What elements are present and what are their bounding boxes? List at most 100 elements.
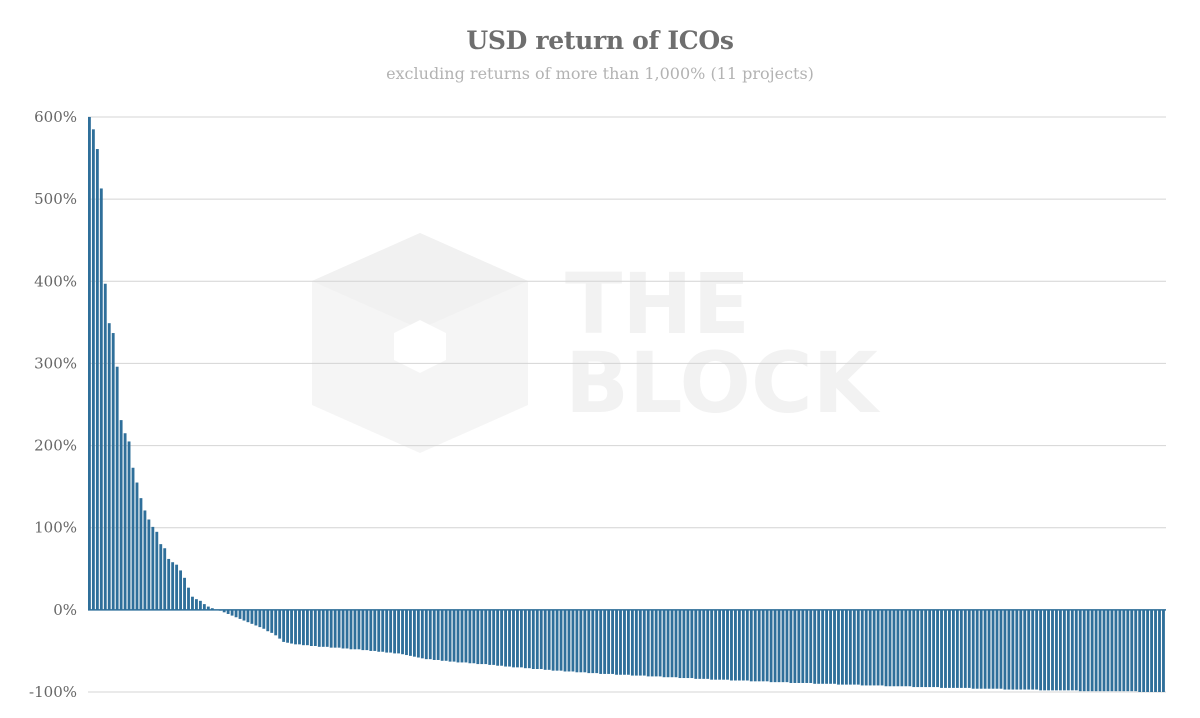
bar — [1019, 609, 1023, 690]
bar — [726, 609, 729, 680]
bar — [936, 609, 939, 688]
bar — [1015, 609, 1019, 690]
bar — [888, 609, 892, 687]
bar — [365, 609, 369, 651]
bar — [686, 609, 690, 679]
bar — [1110, 609, 1114, 692]
bar — [1094, 609, 1098, 692]
chart-title: USD return of ICOs — [466, 26, 734, 55]
bar — [868, 609, 872, 686]
bar — [448, 609, 452, 662]
bar — [1150, 609, 1153, 692]
bar — [761, 609, 765, 682]
bar — [523, 609, 527, 669]
bar — [829, 609, 832, 684]
chart-subtitle: excluding returns of more than 1,000% (1… — [386, 64, 814, 83]
bar — [646, 609, 650, 677]
bar — [151, 526, 155, 610]
bar — [769, 609, 773, 683]
bar — [666, 609, 670, 678]
bar — [749, 609, 753, 682]
bar — [1162, 609, 1165, 692]
bar — [583, 609, 587, 673]
bar — [179, 570, 182, 610]
bar — [1130, 609, 1134, 692]
bar — [1142, 609, 1146, 692]
bar — [627, 609, 630, 675]
bar — [278, 609, 282, 639]
bar — [377, 609, 381, 652]
bar — [436, 609, 440, 660]
bar — [155, 531, 159, 610]
bar — [452, 609, 456, 662]
bar — [508, 609, 511, 667]
bar — [202, 604, 206, 610]
bar — [543, 609, 547, 670]
bar — [1003, 609, 1007, 690]
bar — [706, 609, 710, 679]
bar — [512, 609, 515, 668]
bar — [920, 609, 924, 688]
bar — [654, 609, 658, 677]
bar — [591, 609, 595, 674]
bar — [333, 609, 337, 648]
bar — [999, 609, 1003, 689]
bar — [341, 609, 345, 649]
bar — [325, 609, 329, 647]
bar — [880, 609, 884, 686]
bar — [856, 609, 860, 685]
bar — [191, 596, 194, 610]
bar — [630, 609, 634, 676]
bar — [908, 609, 912, 687]
bar — [496, 609, 500, 666]
bar — [357, 609, 361, 650]
bar — [206, 606, 210, 610]
bar — [745, 609, 749, 681]
bar — [492, 609, 496, 665]
bar — [983, 609, 987, 689]
bar — [95, 149, 99, 610]
bar — [91, 129, 95, 610]
bar — [718, 609, 721, 680]
bar — [1007, 609, 1011, 690]
bar — [734, 609, 737, 681]
bar — [135, 482, 139, 610]
bar — [904, 609, 908, 687]
bar — [313, 609, 317, 646]
bar — [516, 609, 519, 668]
bar — [1134, 609, 1138, 692]
bar — [468, 609, 472, 664]
bar — [884, 609, 888, 687]
bar — [274, 609, 278, 636]
bar — [662, 609, 666, 678]
bar — [912, 609, 916, 688]
y-tick-label: -100% — [29, 683, 77, 701]
bar — [825, 609, 829, 684]
bar — [1138, 609, 1142, 692]
bar — [975, 609, 979, 689]
bar — [1146, 609, 1150, 692]
bar — [555, 609, 559, 671]
bar — [195, 599, 198, 610]
bar — [730, 609, 733, 681]
bar — [139, 498, 143, 610]
bar — [432, 609, 436, 660]
bar — [575, 609, 579, 673]
bar — [1154, 609, 1157, 692]
bar — [167, 558, 171, 610]
bar — [547, 609, 551, 670]
bar — [317, 609, 321, 647]
bar — [111, 333, 115, 610]
bar — [1102, 609, 1106, 692]
bar — [464, 609, 468, 663]
bar — [298, 609, 301, 645]
bar — [1078, 609, 1082, 692]
bar — [599, 609, 603, 674]
bar — [527, 609, 531, 669]
bar — [282, 609, 286, 642]
bar — [226, 609, 230, 614]
bar — [690, 609, 694, 679]
bar — [916, 609, 920, 688]
bar — [115, 366, 119, 610]
